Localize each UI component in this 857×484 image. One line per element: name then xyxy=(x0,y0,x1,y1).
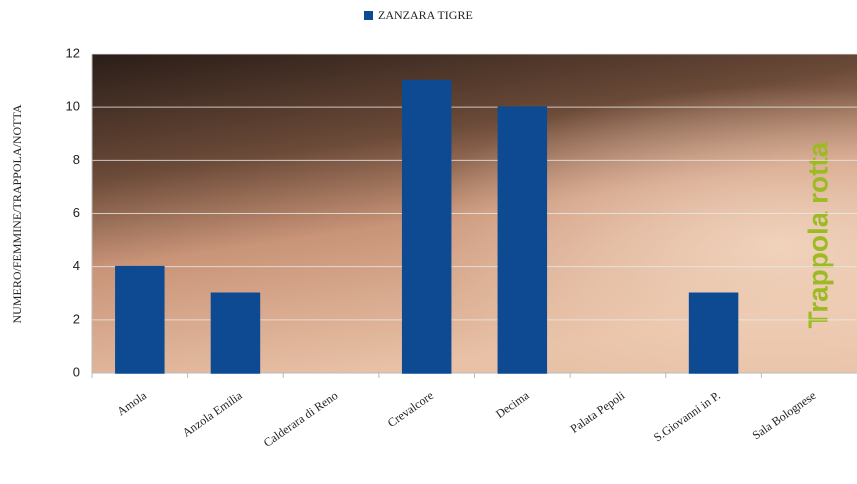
y-tick-label: 2 xyxy=(73,311,80,326)
x-tick-label: Sala Bolognese xyxy=(750,388,819,442)
x-tick-label: Anzola Emilia xyxy=(180,388,246,440)
y-tick-label: 12 xyxy=(66,45,80,60)
y-tick-label: 6 xyxy=(73,205,80,220)
y-tick-label: 4 xyxy=(73,258,80,273)
x-tick-label: Palata Pepoli xyxy=(568,388,628,436)
x-tick-label: Crevalcore xyxy=(385,388,436,430)
bar xyxy=(401,79,452,374)
y-axis-label: NUMERO/FEMMINE/TRAPPOLA/NOTTA xyxy=(10,104,24,323)
bar xyxy=(497,106,548,374)
bar xyxy=(115,265,165,374)
annotation: Trappola rotta xyxy=(802,141,833,328)
x-tick-label: Calderara di Reno xyxy=(261,388,341,450)
y-tick-label: 8 xyxy=(73,152,80,167)
y-tick-label: 10 xyxy=(66,99,80,114)
x-tick-label: Amola xyxy=(114,388,149,419)
x-tick-label: Decima xyxy=(493,388,532,421)
legend-label: ZANZARA TIGRE xyxy=(378,8,473,22)
x-tick-label: S.Giovanni in P. xyxy=(651,388,723,444)
bar xyxy=(688,292,739,374)
bar xyxy=(210,292,261,374)
legend-swatch xyxy=(364,11,373,20)
y-tick-label: 0 xyxy=(73,364,80,379)
